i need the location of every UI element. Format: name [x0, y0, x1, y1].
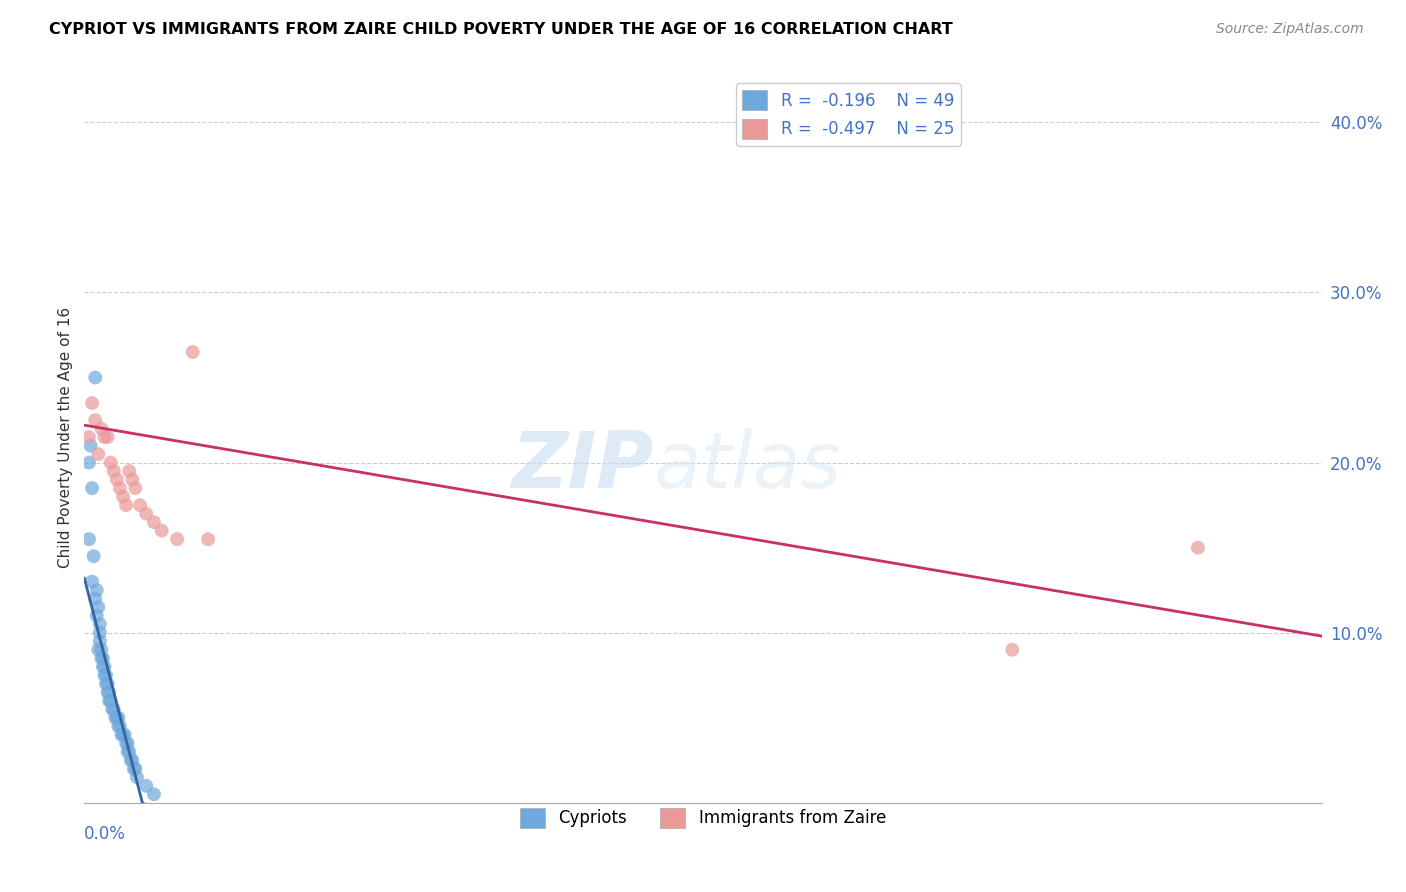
Point [118, 464, 141, 478]
Point [87, 642, 110, 657]
Point [115, 498, 138, 512]
Point [112, 728, 135, 742]
Point [89, 617, 111, 632]
Point [110, 728, 132, 742]
Text: Source: ZipAtlas.com: Source: ZipAtlas.com [1216, 22, 1364, 37]
Point [117, 736, 139, 750]
Point [84, 370, 107, 384]
Point [197, 532, 219, 546]
Point [124, 762, 146, 776]
Point [100, 456, 122, 470]
Point [86, 608, 108, 623]
Point [125, 770, 148, 784]
Point [135, 779, 157, 793]
Point [82, 574, 104, 589]
Point [87, 600, 110, 615]
Point [120, 753, 142, 767]
Point [79, 439, 101, 453]
Point [98, 685, 121, 699]
Point [150, 524, 173, 538]
Point [143, 787, 166, 801]
Point [90, 421, 112, 435]
Point [100, 694, 122, 708]
Point [135, 507, 157, 521]
Point [122, 762, 145, 776]
Point [108, 481, 131, 495]
Point [118, 745, 141, 759]
Point [103, 464, 125, 478]
Point [1001, 642, 1024, 657]
Point [166, 532, 188, 546]
Point [121, 473, 143, 487]
Point [121, 753, 143, 767]
Point [89, 634, 111, 648]
Point [84, 413, 107, 427]
Point [129, 498, 152, 512]
Point [108, 719, 131, 733]
Point [143, 515, 166, 529]
Text: ZIP: ZIP [512, 428, 654, 504]
Point [90, 651, 112, 665]
Text: 0.0%: 0.0% [84, 825, 127, 843]
Point [115, 736, 138, 750]
Point [83, 549, 105, 563]
Point [93, 668, 115, 682]
Text: atlas: atlas [654, 428, 841, 504]
Point [181, 345, 204, 359]
Point [101, 702, 124, 716]
Point [96, 430, 118, 444]
Point [124, 481, 146, 495]
Point [96, 677, 118, 691]
Point [91, 659, 114, 673]
Point [96, 685, 118, 699]
Point [77, 430, 100, 444]
Point [84, 591, 107, 606]
Point [105, 473, 128, 487]
Point [94, 677, 117, 691]
Point [104, 711, 127, 725]
Point [94, 668, 117, 682]
Point [107, 719, 129, 733]
Point [117, 745, 139, 759]
Point [90, 642, 112, 657]
Point [107, 711, 129, 725]
Point [77, 456, 100, 470]
Point [93, 659, 115, 673]
Point [105, 711, 128, 725]
Point [82, 481, 104, 495]
Point [87, 447, 110, 461]
Point [77, 532, 100, 546]
Point [91, 651, 114, 665]
Y-axis label: Child Poverty Under the Age of 16: Child Poverty Under the Age of 16 [58, 307, 73, 567]
Point [114, 728, 136, 742]
Point [93, 430, 115, 444]
Legend: Cypriots, Immigrants from Zaire: Cypriots, Immigrants from Zaire [513, 801, 893, 835]
Point [86, 583, 108, 598]
Point [82, 396, 104, 410]
Text: CYPRIOT VS IMMIGRANTS FROM ZAIRE CHILD POVERTY UNDER THE AGE OF 16 CORRELATION C: CYPRIOT VS IMMIGRANTS FROM ZAIRE CHILD P… [49, 22, 953, 37]
Point [1187, 541, 1209, 555]
Point [89, 625, 111, 640]
Point [112, 490, 135, 504]
Point [98, 694, 121, 708]
Point [103, 702, 125, 716]
